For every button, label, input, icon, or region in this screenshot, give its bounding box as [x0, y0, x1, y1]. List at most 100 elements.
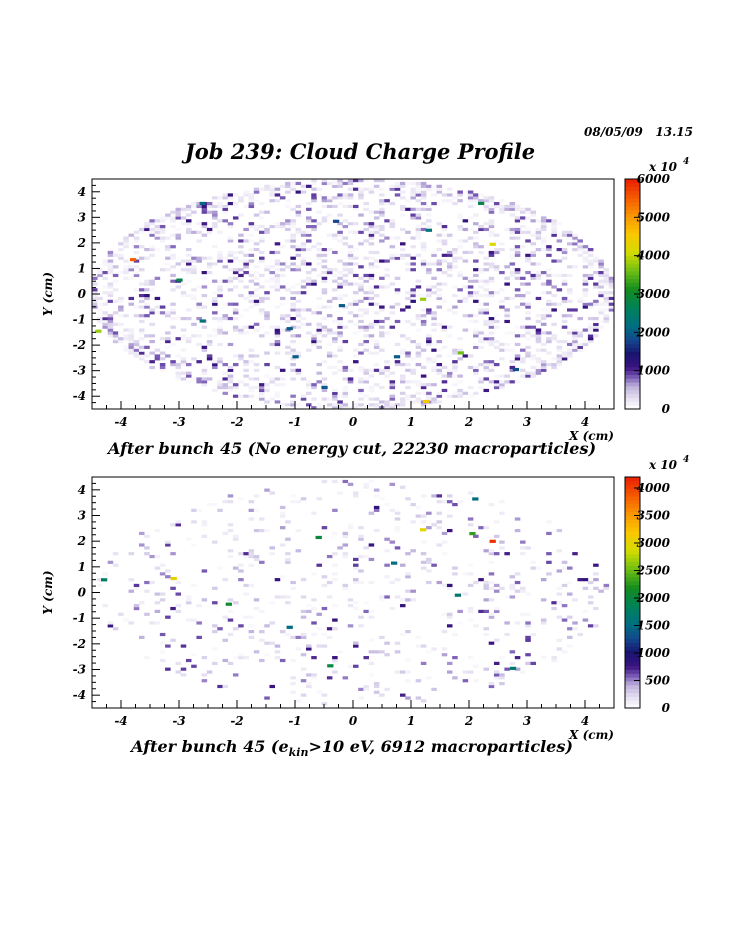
heatmap-cell — [102, 276, 108, 280]
heatmap-cell — [389, 202, 396, 206]
heatmap-cell — [316, 497, 322, 501]
heatmap-cell — [368, 661, 375, 665]
heatmap-cell — [279, 377, 286, 381]
heatmap-cell — [504, 282, 510, 286]
heatmap-cell — [175, 609, 182, 614]
heatmap-cell — [353, 222, 359, 226]
heatmap-cell — [279, 658, 286, 663]
heatmap-cell — [201, 377, 208, 381]
heatmap-cell — [269, 190, 275, 194]
heatmap-cell — [123, 245, 129, 249]
heatmap-cell — [264, 331, 270, 335]
heatmap-cell — [415, 351, 422, 355]
heatmap-cell — [446, 528, 453, 533]
colorbar-band — [625, 565, 640, 570]
heatmap-cell — [269, 397, 275, 401]
heatmap-cell — [587, 262, 594, 266]
heatmap-cell — [290, 256, 296, 260]
x-tick-label: 1 — [407, 714, 415, 728]
heatmap-cell — [572, 337, 578, 341]
heatmap-cell — [154, 528, 161, 533]
colorbar-band — [625, 194, 640, 199]
heatmap-cell — [274, 262, 281, 266]
heatmap-cell — [577, 334, 583, 338]
heatmap-cell — [520, 216, 526, 220]
heatmap-cell — [379, 386, 385, 390]
heatmap-cell — [478, 308, 484, 312]
heatmap-cell — [227, 368, 234, 372]
heatmap-cell — [493, 345, 500, 349]
heatmap-cell — [488, 291, 495, 295]
heatmap-cell — [232, 537, 239, 541]
heatmap-cell — [201, 204, 208, 209]
heatmap-cell — [332, 508, 338, 512]
heatmap-cell — [462, 354, 469, 358]
heatmap-cell — [488, 207, 495, 211]
heatmap-cell — [525, 624, 531, 628]
heatmap-cell — [222, 684, 229, 689]
heatmap-cell — [238, 354, 244, 358]
heatmap-cell — [128, 351, 135, 355]
heatmap-cell — [144, 222, 150, 226]
heatmap-cell — [431, 285, 437, 289]
heatmap-cell — [300, 377, 307, 381]
heatmap-cell — [525, 210, 531, 214]
heatmap-cell — [514, 342, 521, 347]
heatmap-cell — [373, 265, 380, 269]
heatmap-cell — [175, 239, 182, 243]
heatmap-cell — [363, 394, 369, 398]
heatmap-cell — [452, 566, 458, 570]
heatmap-cell — [321, 291, 328, 295]
heatmap-cell — [457, 337, 463, 341]
heatmap-cell — [520, 612, 526, 616]
colorbar-band — [625, 627, 640, 632]
heatmap-cell — [598, 311, 604, 315]
heatmap-cell — [514, 294, 521, 298]
hot-cell — [199, 201, 206, 206]
heatmap-cell — [457, 213, 463, 217]
heatmap-cell — [248, 248, 255, 252]
heatmap-cell — [149, 554, 155, 559]
heatmap-cell — [488, 317, 495, 321]
heatmap-cell — [191, 618, 197, 622]
heatmap-cell — [159, 598, 166, 602]
heatmap-cell — [478, 227, 484, 232]
heatmap-cell — [551, 233, 557, 237]
heatmap-cell — [384, 406, 390, 410]
heatmap-cell — [546, 560, 552, 564]
hot-cell — [315, 535, 322, 540]
colorbar-band — [625, 573, 640, 578]
heatmap-cell — [379, 233, 385, 237]
heatmap-cell — [149, 282, 155, 286]
heatmap-cell — [300, 233, 307, 237]
heatmap-cell — [149, 311, 155, 315]
heatmap-cell — [238, 624, 244, 628]
heatmap-cell — [467, 285, 474, 289]
heatmap-cell — [347, 598, 354, 602]
heatmap-cell — [483, 388, 490, 393]
heatmap-cell — [138, 601, 145, 605]
heatmap-cell — [399, 308, 406, 312]
heatmap-cell — [337, 196, 343, 200]
heatmap-cell — [504, 342, 510, 347]
heatmap-cell — [556, 288, 563, 292]
heatmap-cell — [415, 679, 422, 683]
heatmap-cell — [227, 342, 234, 347]
heatmap-cell — [180, 282, 187, 286]
heatmap-cell — [279, 262, 286, 266]
heatmap-cell — [452, 383, 458, 387]
heatmap-cell — [118, 296, 124, 301]
heatmap-cell — [337, 394, 343, 398]
heatmap-cell — [420, 403, 427, 407]
heatmap-cell — [279, 368, 286, 372]
heatmap-cell — [473, 245, 479, 249]
heatmap-cell — [483, 667, 490, 671]
heatmap-cell — [238, 653, 244, 657]
heatmap-cell — [483, 204, 490, 209]
heatmap-cell — [452, 365, 458, 370]
heatmap-cell — [347, 526, 354, 530]
heatmap-cell — [269, 279, 275, 283]
heatmap-cell — [608, 279, 615, 283]
heatmap-cell — [337, 179, 343, 183]
heatmap-cell — [243, 363, 249, 367]
